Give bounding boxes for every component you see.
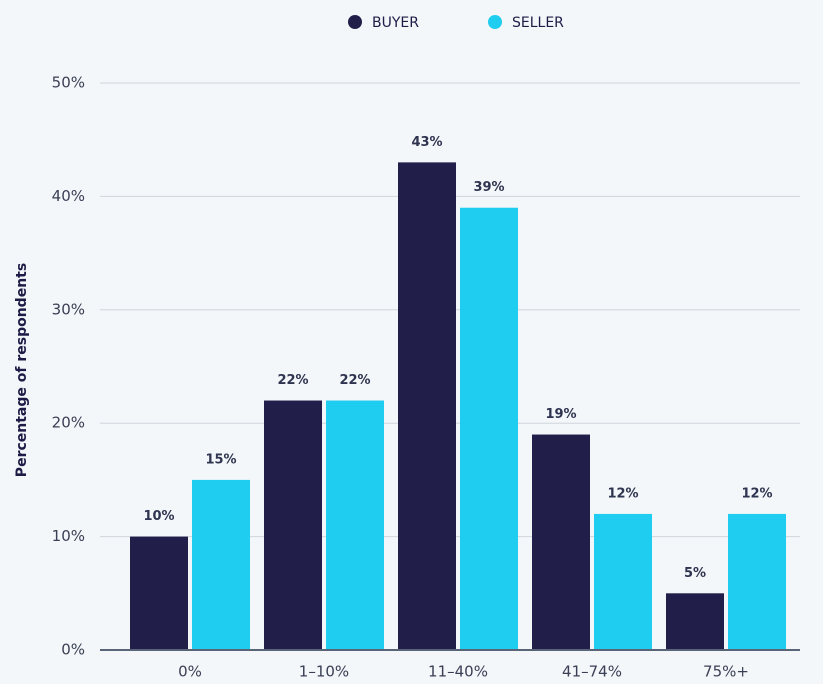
value-label: 39% — [473, 180, 504, 195]
bar — [594, 513, 652, 650]
legend-label: BUYER — [372, 15, 419, 31]
x-tick-label: 0% — [178, 663, 202, 681]
legend-swatch — [488, 15, 502, 29]
bar — [192, 479, 250, 650]
y-tick-label: 10% — [52, 527, 85, 545]
bar — [460, 207, 518, 651]
value-label: 43% — [411, 135, 442, 150]
bar — [264, 400, 322, 650]
value-label: 10% — [143, 509, 174, 524]
bar — [532, 434, 590, 650]
x-tick-label: 1–10% — [299, 663, 349, 681]
value-label: 12% — [741, 486, 772, 501]
value-label: 19% — [545, 407, 576, 422]
x-tick-label: 11–40% — [428, 663, 488, 681]
y-tick-label: 40% — [52, 187, 85, 205]
bar — [130, 536, 188, 650]
bar — [398, 162, 456, 650]
y-tick-label: 20% — [52, 414, 85, 432]
value-label: 22% — [339, 373, 370, 388]
legend-label: SELLER — [512, 15, 564, 31]
bar — [326, 400, 384, 650]
y-tick-label: 50% — [52, 74, 85, 92]
value-label: 5% — [684, 566, 706, 581]
value-label: 22% — [277, 373, 308, 388]
legend-swatch — [348, 15, 362, 29]
value-label: 15% — [205, 452, 236, 467]
bar — [666, 593, 724, 650]
y-axis-title: Percentage of respondents — [14, 263, 30, 477]
y-tick-label: 30% — [52, 300, 85, 318]
x-tick-label: 41–74% — [562, 663, 622, 681]
bar — [728, 513, 786, 650]
x-tick-label: 75%+ — [703, 663, 749, 681]
value-label: 12% — [607, 486, 638, 501]
y-tick-label: 0% — [61, 641, 85, 659]
